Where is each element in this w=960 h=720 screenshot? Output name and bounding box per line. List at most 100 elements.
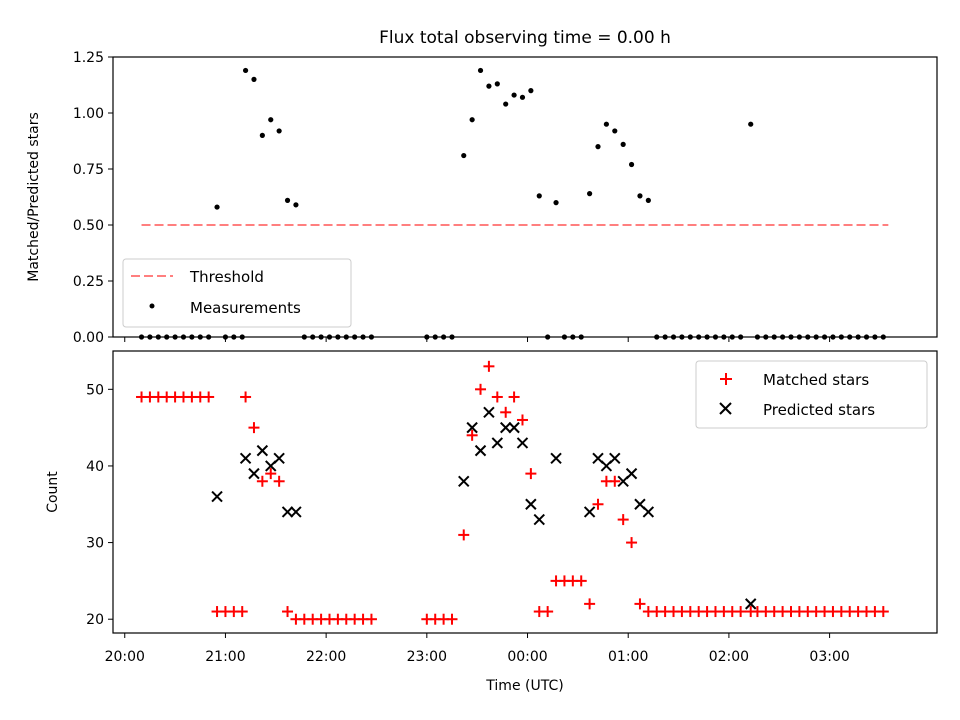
matched-star-point [500,406,512,418]
legend-predicted-label: Predicted stars [763,401,875,419]
top-ytick-label: 0.75 [73,162,104,178]
measurement-point [587,191,593,197]
legend-measurements-label: Measurements [190,299,301,317]
measurement-point [494,81,500,87]
top-ticks: 0.00 0.25 0.50 0.75 1.00 1.25 [73,50,831,346]
predicted-star-point [625,467,638,480]
measurement-point [603,121,609,127]
measurement-point [645,197,651,203]
top-axes-frame [112,56,938,338]
predicted-star-point [474,444,487,457]
predicted-star-point [516,437,529,449]
measurement-point [268,117,274,123]
matched-star-point [240,391,252,403]
xtick-label: 23:00 [407,649,447,665]
predicted-star-point [525,498,537,510]
predicted-star-point [483,406,495,419]
measurement-point [284,197,291,203]
measurement-point [293,202,299,208]
legend-matched-swatch [720,373,732,385]
matched-star-point [575,575,587,587]
bottom-ticks: 20:00 21:00 22:00 23:00 00:00 01:00 02:00 03:00… [86,382,850,665]
measurement-point [748,121,754,127]
matched-star-point [542,606,554,618]
matched-star-point [282,606,294,618]
predicted-star-point [466,421,478,434]
xtick-label: 20:00 [105,649,145,665]
matched-star-point [458,529,470,541]
matched-star-point [273,475,285,487]
matched-star-point [446,613,458,625]
measurement-point [242,67,249,74]
measurement-point [620,141,626,147]
bottom-xlabel: Time (UTC) [485,678,563,694]
top-legend-box [122,258,352,328]
legend-predicted-swatch [719,402,732,415]
bottom-ytick-label: 20 [86,612,104,628]
matched-star-point [634,598,646,610]
top-legend: Threshold Measurements [122,258,352,328]
chart-title: Flux total observing time = 0.00 h [379,28,671,48]
predicted-star-point [550,452,562,464]
measurement-point [469,117,475,123]
measurement-point [503,101,509,107]
predicted-star-point [273,452,285,464]
matched-star-point [584,598,596,610]
measurement-point [595,144,601,150]
matched-star-point [735,606,747,618]
measurement-point [251,76,257,82]
matched-star-point [592,498,604,510]
predicted-star-point [256,444,269,457]
bottom-ytick-label: 50 [86,382,104,398]
predicted-star-point [508,421,520,434]
matched-star-point [877,606,889,618]
predicted-star-point [745,598,757,610]
xtick-label: 03:00 [809,649,849,665]
matched-stars-points [136,360,889,625]
measurement-point [637,193,643,199]
top-ytick-label: 1.00 [73,106,104,122]
legend-threshold-label: Threshold [189,268,264,286]
matched-star-point [365,613,377,625]
bottom-ylabel: Count [45,471,61,513]
bottom-legend-box [695,360,928,429]
predicted-star-point [458,475,470,487]
matched-star-point [626,537,638,549]
xtick-label: 00:00 [507,649,547,665]
top-ytick-label: 0.25 [73,274,104,290]
measurement-point [536,193,542,199]
matched-star-point [483,360,495,372]
matched-star-point [466,429,478,441]
bottom-ytick-label: 30 [86,536,104,552]
predicted-star-point [239,452,252,464]
measurement-point [628,161,635,168]
predicted-star-point [499,421,512,434]
measurement-point [276,128,282,134]
matched-star-point [617,514,629,526]
top-ytick-label: 0.50 [73,218,104,234]
predicted-star-point [642,506,655,518]
predicted-star-point [248,467,260,480]
top-panel: 0.00 0.25 0.50 0.75 1.00 1.25 Matched/Predict… [26,50,938,346]
predicted-star-point [533,513,545,526]
measurement-point [259,132,265,138]
matched-star-point [508,391,520,403]
matched-star-point [491,391,503,403]
measurement-point [214,204,220,210]
measurement-point [511,92,517,98]
xtick-label: 01:00 [608,649,648,665]
bottom-panel: 20:00 21:00 22:00 23:00 00:00 01:00 02:00 03:00… [45,350,938,694]
measurement-point [477,67,484,74]
measurement-point [461,152,467,159]
predicted-star-point [491,437,504,449]
xtick-label: 22:00 [306,649,346,665]
bottom-ytick-label: 40 [86,459,104,475]
bottom-axes-frame [112,350,938,634]
matched-star-point [516,414,528,426]
matched-star-point [203,391,215,403]
top-ytick-label: 1.25 [73,50,104,66]
matched-star-point [475,383,487,395]
legend-matched-label: Matched stars [763,371,869,389]
